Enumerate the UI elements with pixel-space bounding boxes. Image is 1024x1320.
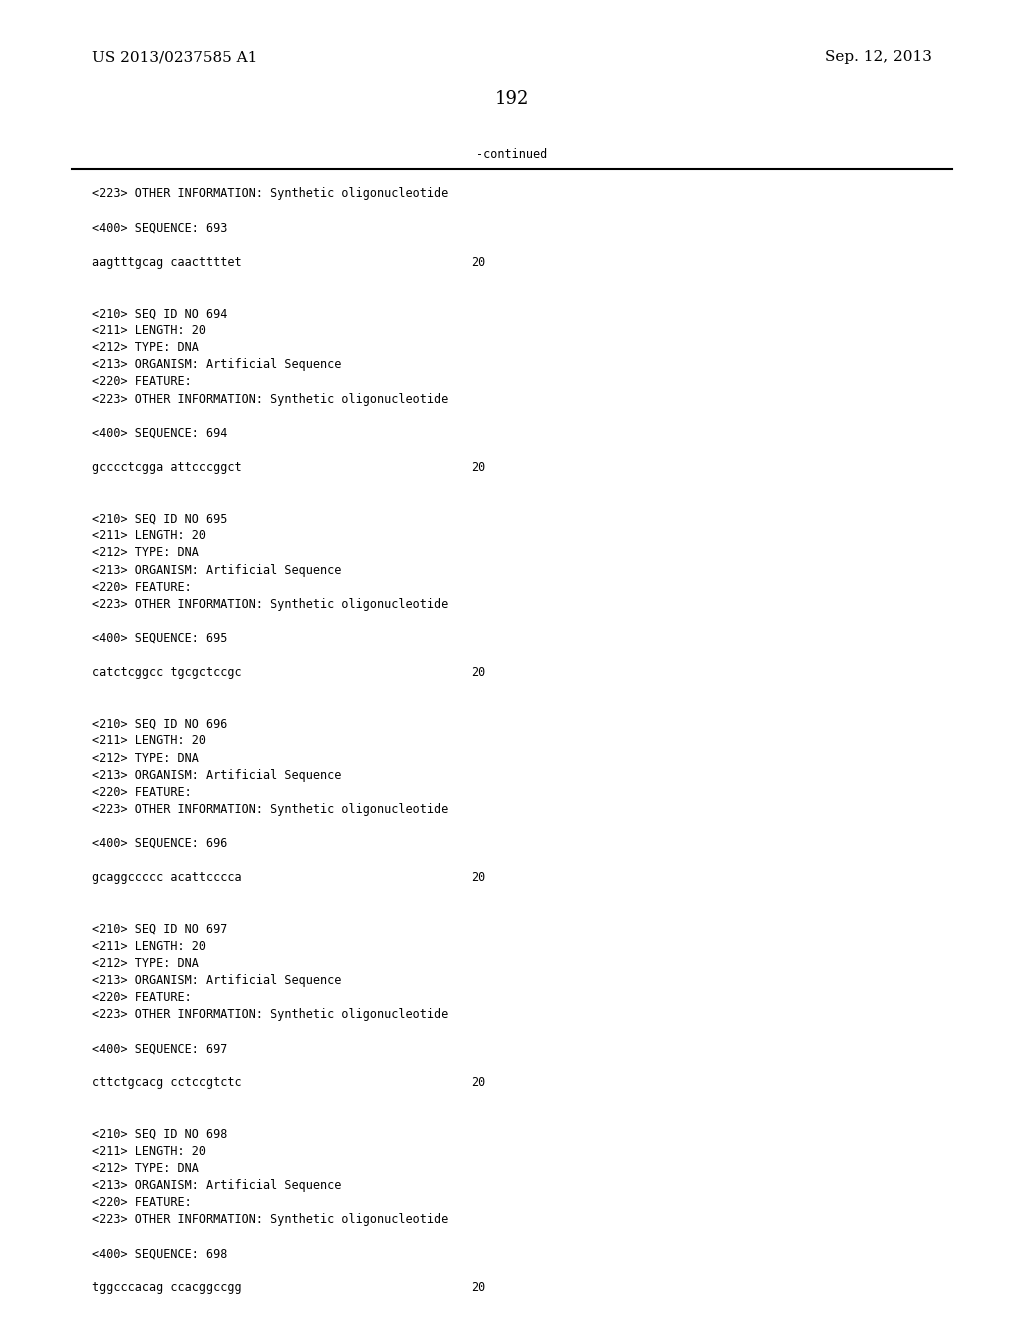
Text: <223> OTHER INFORMATION: Synthetic oligonucleotide: <223> OTHER INFORMATION: Synthetic oligo… (92, 392, 449, 405)
Text: <211> LENGTH: 20: <211> LENGTH: 20 (92, 1144, 206, 1158)
Text: <213> ORGANISM: Artificial Sequence: <213> ORGANISM: Artificial Sequence (92, 564, 342, 577)
Text: <212> TYPE: DNA: <212> TYPE: DNA (92, 1162, 199, 1175)
Text: <400> SEQUENCE: 696: <400> SEQUENCE: 696 (92, 837, 227, 850)
Text: 192: 192 (495, 90, 529, 108)
Text: 20: 20 (471, 256, 485, 269)
Text: 20: 20 (471, 871, 485, 884)
Text: <213> ORGANISM: Artificial Sequence: <213> ORGANISM: Artificial Sequence (92, 1179, 342, 1192)
Text: <210> SEQ ID NO 695: <210> SEQ ID NO 695 (92, 512, 227, 525)
Text: <213> ORGANISM: Artificial Sequence: <213> ORGANISM: Artificial Sequence (92, 358, 342, 371)
Text: <212> TYPE: DNA: <212> TYPE: DNA (92, 957, 199, 970)
Text: <211> LENGTH: 20: <211> LENGTH: 20 (92, 529, 206, 543)
Text: 20: 20 (471, 461, 485, 474)
Text: cttctgcacg cctccgtctc: cttctgcacg cctccgtctc (92, 1076, 242, 1089)
Text: <211> LENGTH: 20: <211> LENGTH: 20 (92, 734, 206, 747)
Text: <211> LENGTH: 20: <211> LENGTH: 20 (92, 940, 206, 953)
Text: 20: 20 (471, 667, 485, 678)
Text: gcaggccccc acattcccca: gcaggccccc acattcccca (92, 871, 242, 884)
Text: <220> FEATURE:: <220> FEATURE: (92, 581, 191, 594)
Text: <400> SEQUENCE: 695: <400> SEQUENCE: 695 (92, 632, 227, 645)
Text: <400> SEQUENCE: 694: <400> SEQUENCE: 694 (92, 426, 227, 440)
Text: <220> FEATURE:: <220> FEATURE: (92, 785, 191, 799)
Text: <212> TYPE: DNA: <212> TYPE: DNA (92, 342, 199, 354)
Text: <213> ORGANISM: Artificial Sequence: <213> ORGANISM: Artificial Sequence (92, 974, 342, 987)
Text: <210> SEQ ID NO 696: <210> SEQ ID NO 696 (92, 717, 227, 730)
Text: <400> SEQUENCE: 698: <400> SEQUENCE: 698 (92, 1247, 227, 1261)
Text: 20: 20 (471, 1076, 485, 1089)
Text: <223> OTHER INFORMATION: Synthetic oligonucleotide: <223> OTHER INFORMATION: Synthetic oligo… (92, 598, 449, 611)
Text: <400> SEQUENCE: 693: <400> SEQUENCE: 693 (92, 222, 227, 235)
Text: <220> FEATURE:: <220> FEATURE: (92, 991, 191, 1003)
Text: gcccctcgga attcccggct: gcccctcgga attcccggct (92, 461, 242, 474)
Text: <210> SEQ ID NO 697: <210> SEQ ID NO 697 (92, 923, 227, 936)
Text: <210> SEQ ID NO 698: <210> SEQ ID NO 698 (92, 1127, 227, 1140)
Text: <223> OTHER INFORMATION: Synthetic oligonucleotide: <223> OTHER INFORMATION: Synthetic oligo… (92, 1213, 449, 1226)
Text: <223> OTHER INFORMATION: Synthetic oligonucleotide: <223> OTHER INFORMATION: Synthetic oligo… (92, 803, 449, 816)
Text: <220> FEATURE:: <220> FEATURE: (92, 1196, 191, 1209)
Text: <220> FEATURE:: <220> FEATURE: (92, 375, 191, 388)
Text: <211> LENGTH: 20: <211> LENGTH: 20 (92, 325, 206, 337)
Text: <223> OTHER INFORMATION: Synthetic oligonucleotide: <223> OTHER INFORMATION: Synthetic oligo… (92, 1008, 449, 1020)
Text: 20: 20 (471, 1282, 485, 1295)
Text: <212> TYPE: DNA: <212> TYPE: DNA (92, 751, 199, 764)
Text: catctcggcc tgcgctccgc: catctcggcc tgcgctccgc (92, 667, 242, 678)
Text: <213> ORGANISM: Artificial Sequence: <213> ORGANISM: Artificial Sequence (92, 768, 342, 781)
Text: US 2013/0237585 A1: US 2013/0237585 A1 (92, 50, 257, 65)
Text: tggcccacag ccacggccgg: tggcccacag ccacggccgg (92, 1282, 242, 1295)
Text: <223> OTHER INFORMATION: Synthetic oligonucleotide: <223> OTHER INFORMATION: Synthetic oligo… (92, 187, 449, 201)
Text: <212> TYPE: DNA: <212> TYPE: DNA (92, 546, 199, 560)
Text: <400> SEQUENCE: 697: <400> SEQUENCE: 697 (92, 1043, 227, 1055)
Text: <210> SEQ ID NO 694: <210> SEQ ID NO 694 (92, 308, 227, 319)
Text: -continued: -continued (476, 148, 548, 161)
Text: Sep. 12, 2013: Sep. 12, 2013 (825, 50, 932, 65)
Text: aagtttgcag caacttttet: aagtttgcag caacttttet (92, 256, 242, 269)
